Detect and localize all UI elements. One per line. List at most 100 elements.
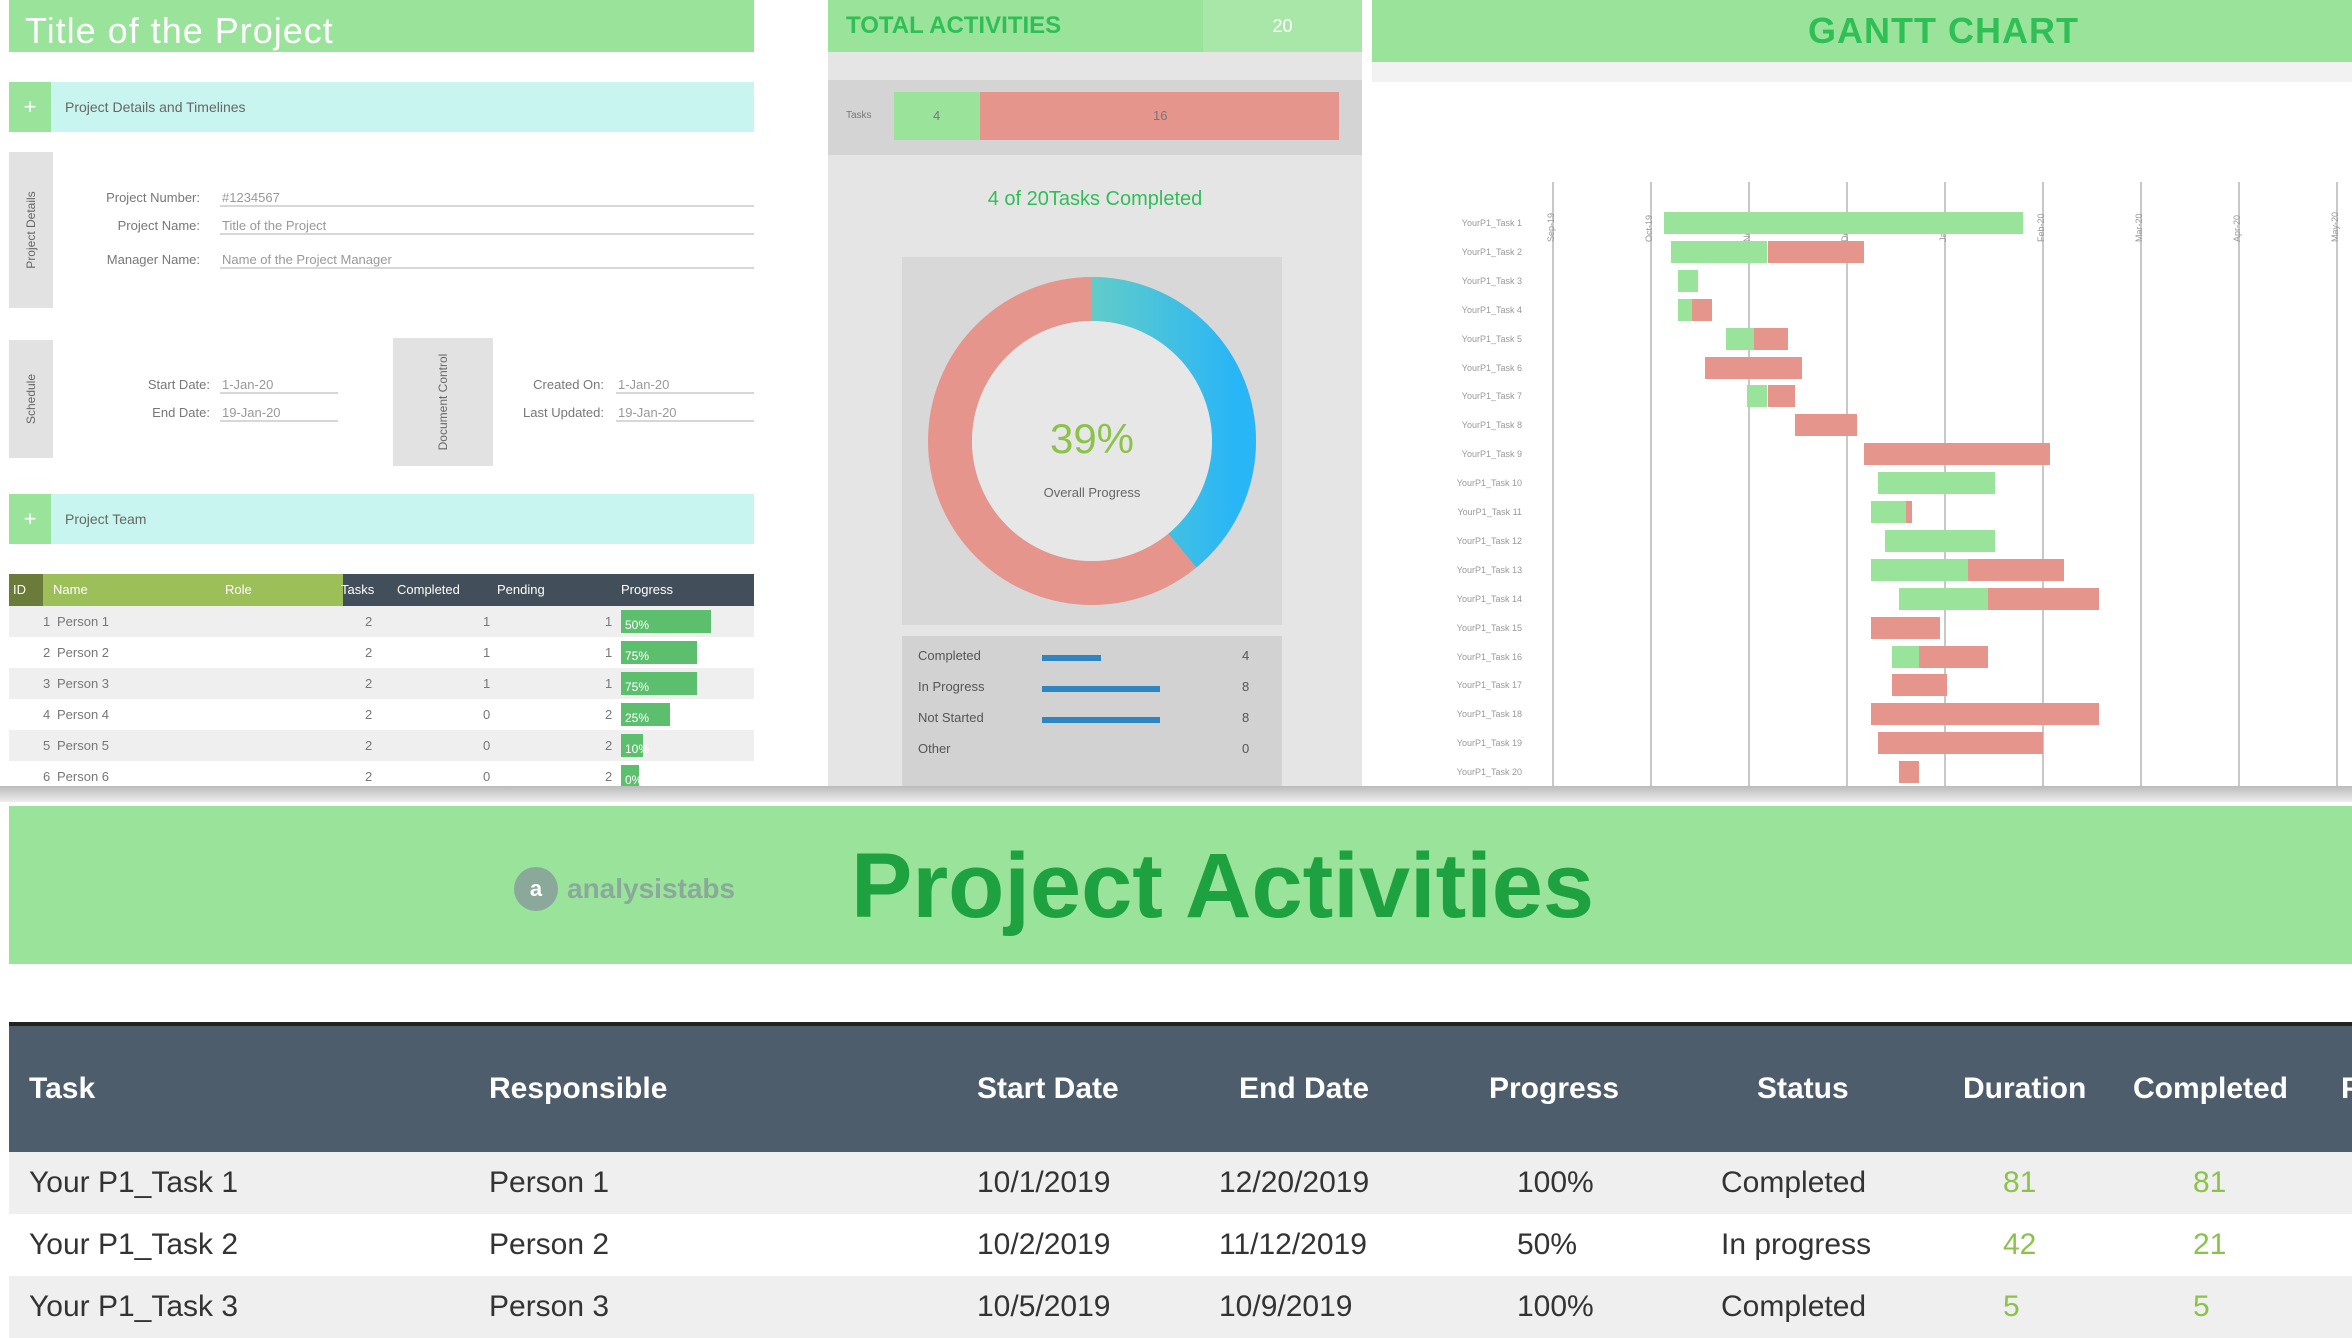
project-name-field[interactable]: Title of the Project <box>220 218 754 235</box>
col-start-date[interactable]: Start Date <box>977 1072 1119 1105</box>
activity-row[interactable]: Your P1_Task 2 Person 2 10/2/2019 11/12/201… <box>9 1214 2352 1276</box>
gantt-timeline-tick: Mar-20 <box>2134 213 2144 242</box>
gantt-bar-remaining[interactable] <box>1988 587 2099 610</box>
gantt-bar-remaining[interactable] <box>1871 616 1940 639</box>
gantt-bar-completed[interactable] <box>1877 472 1996 495</box>
end-date-row: End Date: 19-Jan-20 <box>60 405 350 431</box>
gantt-bar-remaining[interactable] <box>1795 414 1858 437</box>
gantt-bar-completed[interactable] <box>1898 587 1989 610</box>
gantt-task-label: YourP1_Task 9 <box>1461 449 1522 460</box>
gantt-bar-remaining[interactable] <box>1967 558 2065 581</box>
team-row-completed: 0 <box>483 769 491 784</box>
start-date-field[interactable]: 1-Jan-20 <box>220 377 338 394</box>
project-number-label: Project Number: <box>106 190 200 205</box>
expand-plus-icon[interactable]: + <box>9 82 51 132</box>
team-row[interactable]: 1 Person 1 2 1 1 50% <box>9 606 754 637</box>
team-col-id: ID <box>13 582 26 597</box>
project-number-field[interactable]: #1234567 <box>220 190 754 207</box>
col-end-date[interactable]: End Date <box>1239 1072 1370 1105</box>
act-task: Your P1_Task 1 <box>29 1166 239 1199</box>
col-p[interactable]: P <box>2341 1072 2352 1105</box>
gantt-bar-completed[interactable] <box>1871 558 1968 581</box>
gantt-task-label: YourP1_Task 18 <box>1456 709 1522 720</box>
team-row-tasks: 2 <box>365 614 373 629</box>
team-progress-bar: 75% <box>621 672 697 695</box>
activity-row[interactable]: Your P1_Task 3 Person 3 10/5/2019 10/9/2019… <box>9 1276 2352 1338</box>
end-date-label: End Date: <box>152 405 210 420</box>
legend-label: Completed <box>918 648 981 663</box>
team-row-completed: 1 <box>483 676 491 691</box>
analysistabs-logo-text: analysistabs <box>567 873 736 904</box>
gantt-timeline-tick: May-20 <box>2330 211 2340 242</box>
gantt-bar-completed[interactable] <box>1871 501 1906 523</box>
act-completed: 21 <box>2193 1228 2227 1261</box>
col-task[interactable]: Task <box>29 1072 96 1105</box>
project-name-row: Project Name: Title of the Project <box>60 218 754 244</box>
gantt-gridline <box>2140 182 2142 800</box>
team-progress-text: 75% <box>625 680 650 694</box>
expand-plus-icon[interactable]: + <box>9 494 51 544</box>
col-progress[interactable]: Progress <box>1489 1072 1620 1105</box>
gantt-bar-completed[interactable] <box>1664 212 2023 234</box>
manager-name-field[interactable]: Name of the Project Manager <box>220 252 754 269</box>
gantt-bar-completed[interactable] <box>1677 298 1692 321</box>
total-activities-label: TOTAL ACTIVITIES <box>846 12 1062 39</box>
col-completed[interactable]: Completed <box>2133 1072 2289 1105</box>
team-row[interactable]: 5 Person 5 2 0 2 10% <box>9 730 754 761</box>
gantt-bar-remaining[interactable] <box>1891 674 1947 697</box>
gantt-task-label: YourP1_Task 3 <box>1461 275 1522 286</box>
gantt-bar-completed[interactable] <box>1726 327 1754 350</box>
col-status[interactable]: Status <box>1757 1072 1849 1105</box>
act-progress: 100% <box>1517 1166 1594 1199</box>
team-col-name: Name <box>53 582 88 597</box>
gantt-bar-remaining[interactable] <box>1705 356 1802 379</box>
details-section-header[interactable]: + Project Details and Timelines <box>9 82 754 132</box>
gantt-bar-remaining[interactable] <box>1905 501 1913 523</box>
gantt-bar-remaining[interactable] <box>1871 703 2099 726</box>
activities-table-header: Task Responsible Start Date End Date Pro… <box>9 1022 2352 1152</box>
gantt-bar-completed[interactable] <box>1670 240 1768 263</box>
gantt-bar-remaining[interactable] <box>1767 240 1865 263</box>
panel-divider <box>0 786 2352 802</box>
gantt-gridline <box>1650 182 1652 800</box>
gantt-bar-completed[interactable] <box>1891 645 1920 668</box>
team-row[interactable]: 4 Person 4 2 0 2 25% <box>9 699 754 730</box>
team-row[interactable]: 2 Person 2 2 1 1 75% <box>9 637 754 668</box>
team-row[interactable]: 3 Person 3 2 1 1 75% <box>9 668 754 699</box>
activity-row[interactable]: Your P1_Task 1 Person 1 10/1/2019 12/20/201… <box>9 1152 2352 1214</box>
overall-progress-donut: 39% Overall Progress <box>902 257 1282 625</box>
team-progress-text: 50% <box>625 618 650 632</box>
team-section-header[interactable]: + Project Team <box>9 494 754 544</box>
gantt-bar-remaining[interactable] <box>1919 645 1989 668</box>
team-row-completed: 0 <box>483 738 491 753</box>
team-row-tasks: 2 <box>365 769 373 784</box>
gantt-bar-remaining[interactable] <box>1877 732 2044 755</box>
created-on-field[interactable]: 1-Jan-20 <box>616 377 754 394</box>
team-row-tasks: 2 <box>365 738 373 753</box>
gantt-bar-remaining[interactable] <box>1691 298 1713 321</box>
gantt-bar-remaining[interactable] <box>1767 385 1796 408</box>
details-side-tab: Project Details <box>9 152 53 308</box>
act-progress: 100% <box>1517 1290 1594 1323</box>
legend-bar <box>1042 717 1160 723</box>
team-row-name: Person 2 <box>57 645 110 660</box>
gantt-task-label: YourP1_Task 20 <box>1456 767 1522 778</box>
team-col-pending: Pending <box>497 582 545 597</box>
gantt-chart-panel: GANTT CHART Sep-19Oct-19Nov-19Dec-19Jan-… <box>1372 0 2352 800</box>
donut-progress-arc <box>928 277 1256 605</box>
gantt-bar-completed[interactable] <box>1677 269 1699 292</box>
team-row-id: 5 <box>43 738 51 753</box>
last-updated-field[interactable]: 19-Jan-20 <box>616 405 754 422</box>
gantt-bar-completed[interactable] <box>1884 529 1996 552</box>
stack-label: Tasks <box>846 110 872 121</box>
gantt-bar-remaining[interactable] <box>1898 761 1920 784</box>
team-col-progress: Progress <box>621 582 674 597</box>
gantt-bar-remaining[interactable] <box>1753 327 1789 350</box>
col-duration[interactable]: Duration <box>1963 1072 2087 1105</box>
team-row-tasks: 2 <box>365 645 373 660</box>
end-date-field[interactable]: 19-Jan-20 <box>220 405 338 422</box>
gantt-bar-remaining[interactable] <box>1864 443 2051 466</box>
gantt-task-label: YourP1_Task 4 <box>1461 304 1522 315</box>
gantt-bar-completed[interactable] <box>1746 385 1768 408</box>
col-responsible[interactable]: Responsible <box>489 1072 668 1105</box>
